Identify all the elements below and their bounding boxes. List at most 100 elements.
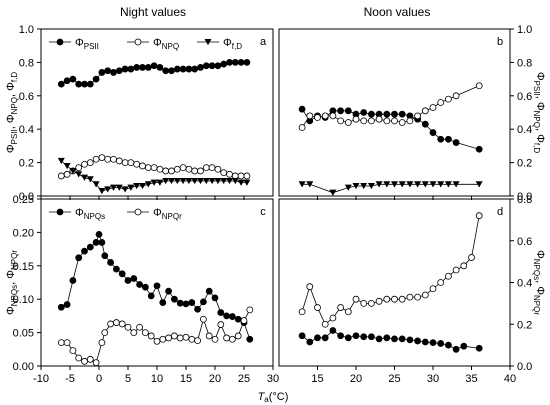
series-a-1 (57, 154, 251, 180)
data-point (367, 182, 375, 190)
data-point (127, 65, 135, 73)
data-point (306, 338, 314, 346)
data-point (475, 344, 483, 352)
data-point (130, 329, 138, 337)
data-point (352, 115, 360, 123)
data-point (156, 165, 164, 173)
data-point (314, 334, 321, 342)
legend-marker (56, 208, 64, 216)
data-point (139, 64, 146, 71)
data-point (414, 293, 422, 301)
data-point (360, 109, 368, 116)
left-column-title: Night values (120, 5, 186, 19)
data-point (460, 262, 468, 270)
data-point (63, 77, 71, 85)
data-point (156, 64, 164, 71)
y-tick-label: 0.8 (19, 57, 34, 69)
data-point (226, 177, 233, 185)
data-point (234, 332, 242, 340)
data-point (197, 167, 204, 175)
data-point (191, 177, 199, 185)
x-tick-label: 10 (151, 373, 163, 385)
data-point (185, 177, 193, 185)
data-point (217, 321, 225, 328)
data-point (314, 114, 321, 121)
data-point (185, 65, 193, 73)
data-point (92, 75, 100, 83)
data-point (153, 282, 161, 290)
y-tick-label: 0.4 (19, 124, 34, 136)
data-point (406, 117, 414, 125)
series-b-2 (298, 181, 483, 196)
data-point (144, 164, 152, 172)
x-tick-label: -5 (65, 373, 75, 385)
data-point (228, 335, 236, 343)
data-point (329, 112, 337, 120)
data-point (92, 155, 100, 163)
y-tick-label: 0.6 (19, 91, 34, 103)
data-point (104, 186, 112, 193)
data-point (92, 181, 100, 188)
data-point (197, 64, 204, 71)
data-point (237, 59, 245, 66)
data-point (69, 167, 77, 175)
data-point (118, 320, 126, 328)
data-point (437, 181, 445, 188)
panel-d: 0.0 0.2 0.4 0.6 0.8 15 20 25 30 35 40 d ΦNPQs, ΦNPQr (278, 194, 546, 385)
data-point (211, 335, 219, 343)
data-point (124, 323, 132, 331)
y-tick-label: 0.2 (517, 158, 532, 170)
data-point (104, 155, 112, 163)
legend-label: ΦNPQs (75, 207, 105, 221)
series-c-0 (57, 231, 254, 343)
y-tick-label: 0.6 (517, 91, 532, 103)
data-point (391, 335, 398, 343)
data-point (237, 179, 245, 186)
data-point (144, 181, 152, 188)
data-point (121, 159, 129, 167)
data-point (141, 283, 149, 291)
data-point (75, 171, 83, 178)
data-point (191, 167, 199, 175)
x-tick-label: 25 (388, 373, 400, 385)
data-point (234, 315, 242, 323)
y-axis-label: ΦNPQs, ΦNPQr (5, 250, 19, 315)
legend-marker (134, 38, 142, 46)
data-point (133, 160, 141, 168)
data-point (398, 181, 406, 188)
data-point (57, 339, 65, 347)
data-point (133, 64, 141, 71)
legend-marker (204, 39, 212, 46)
legend-label: ΦNPQ (153, 37, 179, 51)
data-point (63, 170, 71, 178)
data-point (429, 339, 437, 347)
data-point (214, 62, 222, 70)
data-point (337, 332, 345, 340)
data-point (231, 59, 239, 66)
data-point (329, 327, 337, 334)
data-point (205, 287, 213, 295)
series-d-0 (298, 327, 483, 353)
data-point (115, 157, 123, 165)
data-point (306, 283, 314, 291)
data-point (141, 329, 149, 337)
x-axis-label: Ta(°C) (258, 391, 289, 404)
panel-letter-d: d (497, 206, 503, 218)
data-point (321, 334, 329, 342)
data-point (176, 299, 184, 307)
data-point (383, 181, 391, 188)
data-point (81, 160, 88, 168)
x-tick-label: -10 (33, 373, 49, 385)
series-b-0 (298, 105, 483, 153)
data-point (375, 335, 383, 343)
data-point (92, 359, 100, 367)
data-point (429, 285, 437, 293)
data-point (147, 292, 155, 300)
legend-marker (134, 208, 142, 216)
data-point (101, 252, 109, 260)
data-point (437, 99, 445, 106)
data-point (179, 164, 187, 172)
x-tick-label: 35 (465, 373, 477, 385)
series-line (301, 108, 480, 150)
data-point (81, 174, 88, 181)
